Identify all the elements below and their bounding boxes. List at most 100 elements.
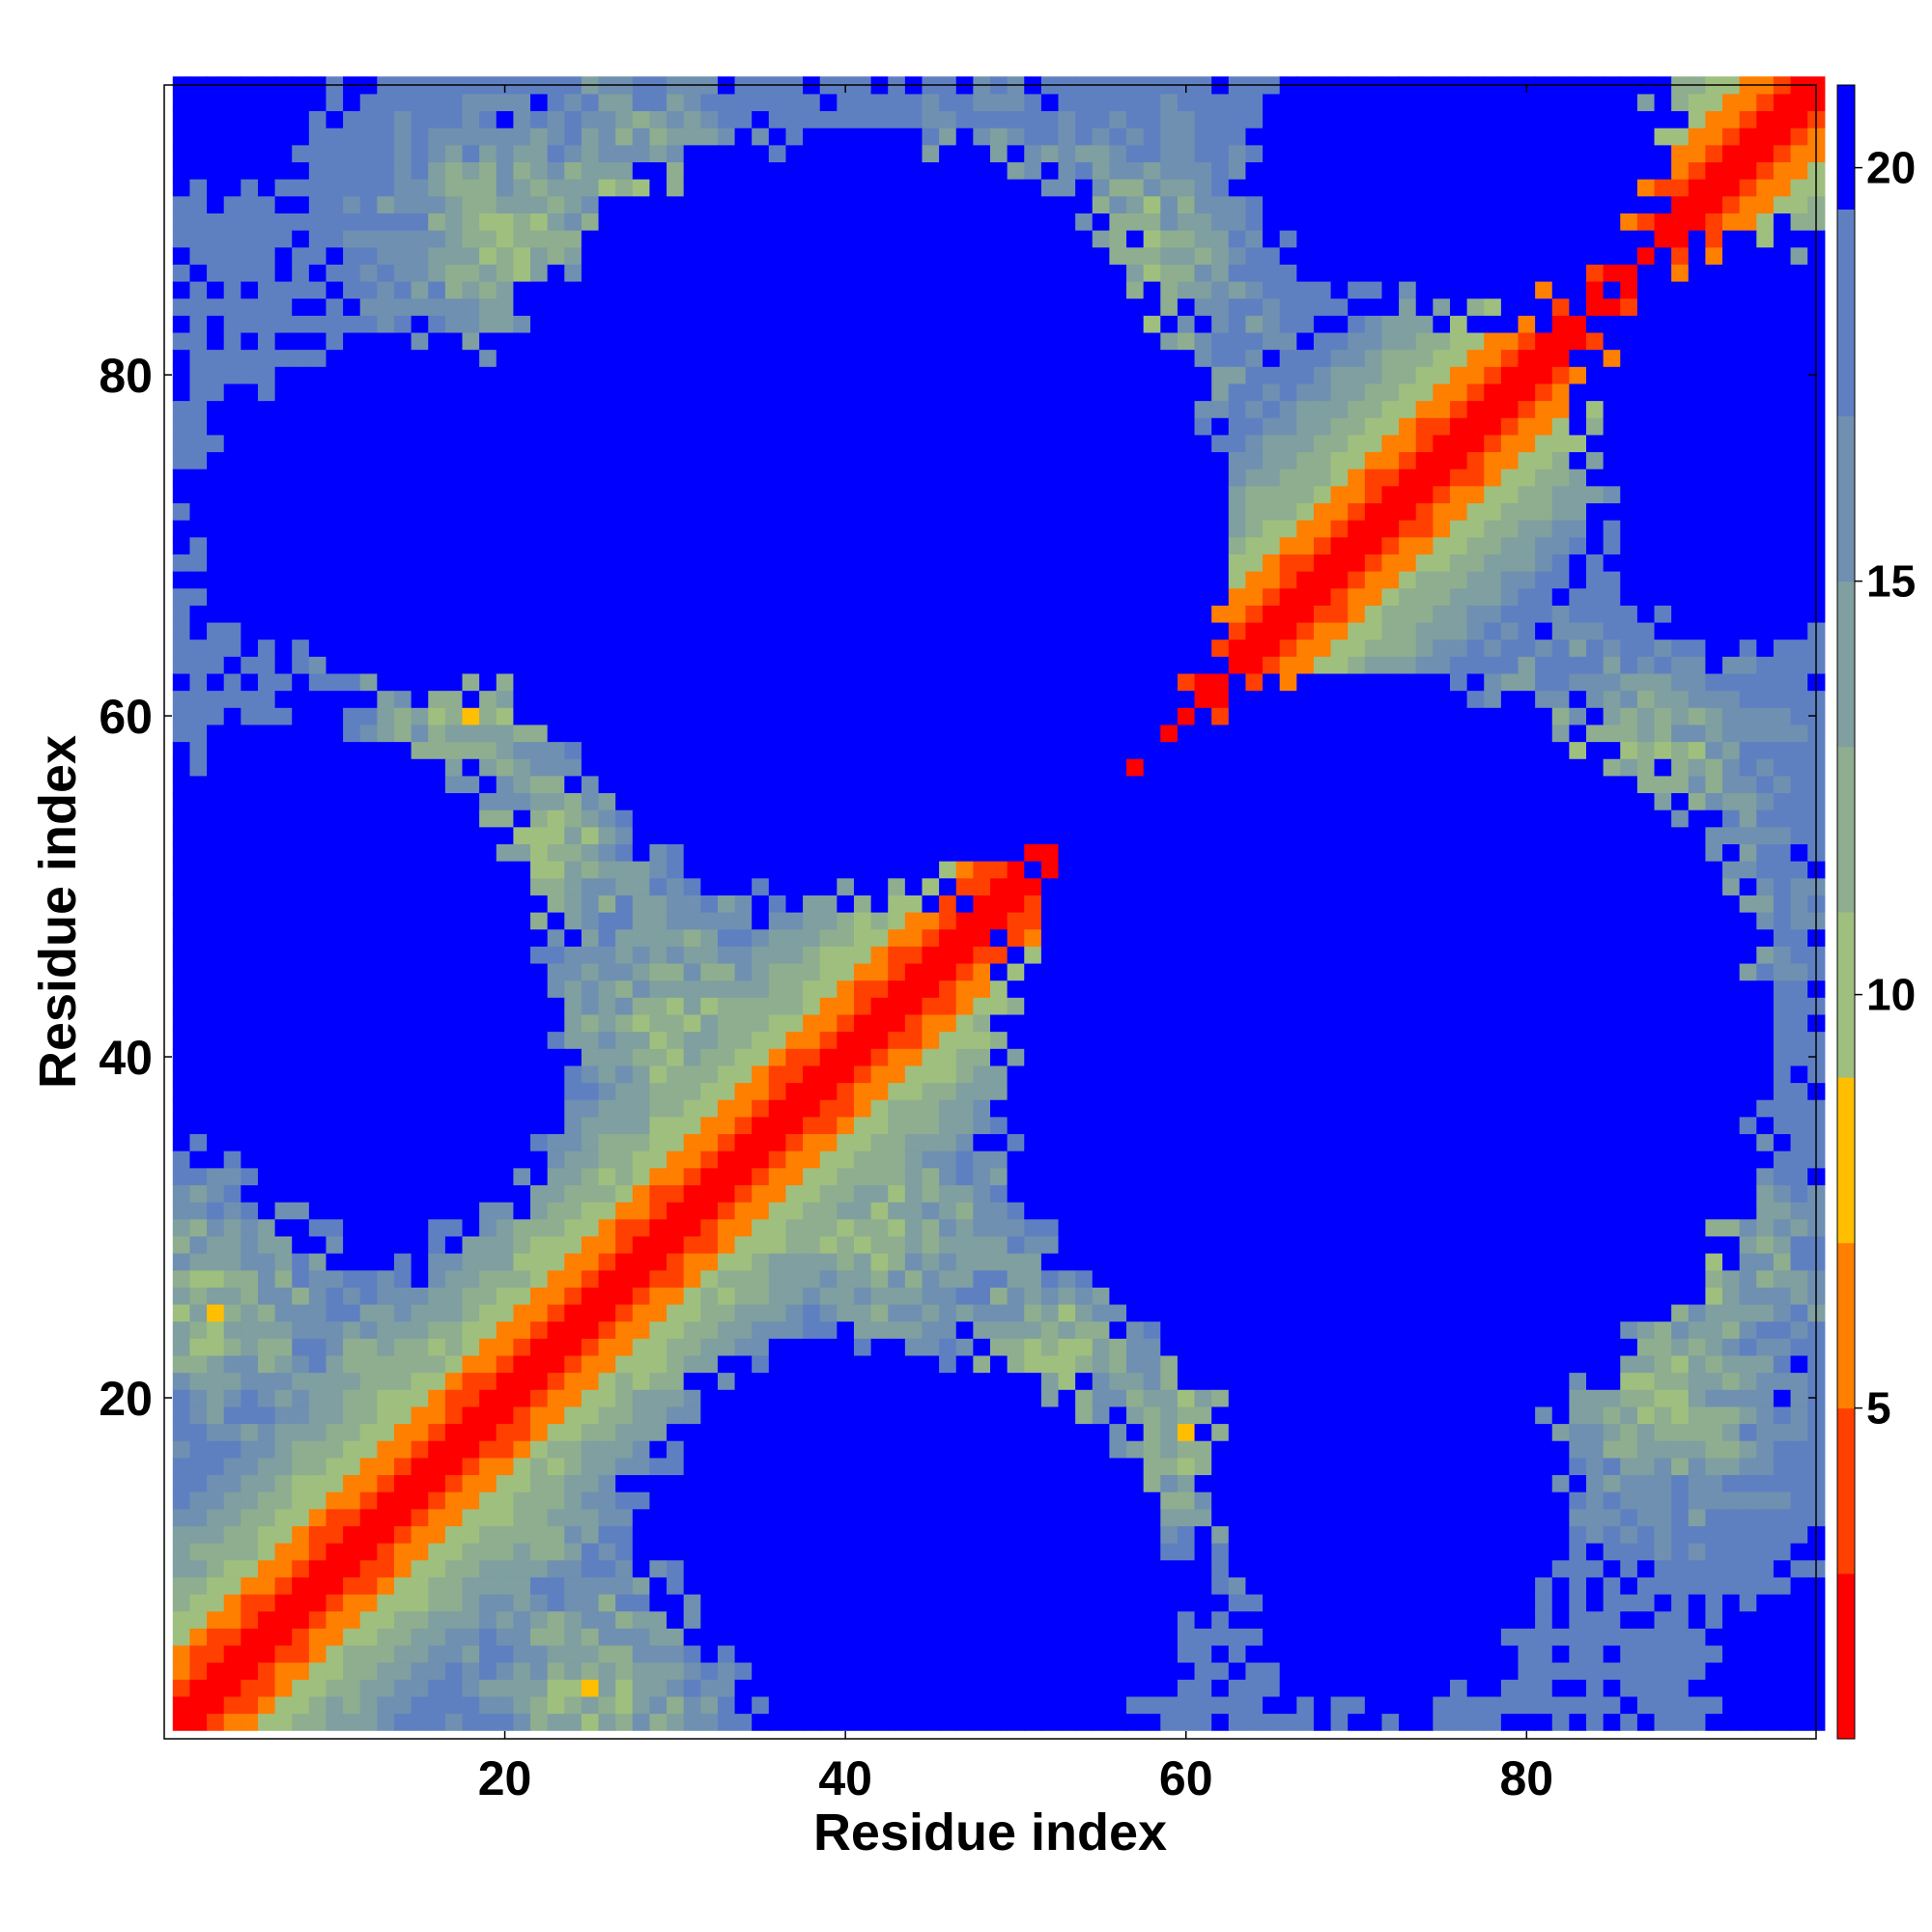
heatmap-cell — [547, 826, 565, 844]
heatmap-cell — [870, 1013, 889, 1033]
heatmap-cell — [172, 161, 191, 180]
heatmap-cell — [207, 877, 225, 895]
heatmap-cell — [564, 1321, 582, 1339]
heatmap-cell — [649, 861, 668, 879]
heatmap-cell — [496, 1252, 514, 1271]
heatmap-cell — [257, 758, 276, 777]
heatmap-cell — [547, 1236, 565, 1254]
heatmap-cell — [922, 1202, 940, 1220]
heatmap-cell — [837, 485, 855, 504]
heatmap-cell — [683, 520, 701, 538]
heatmap-cell — [444, 605, 464, 623]
heatmap-cell — [241, 928, 259, 947]
heatmap-cell — [241, 1338, 259, 1356]
heatmap-cell — [785, 1525, 804, 1544]
heatmap-cell — [649, 1082, 668, 1100]
heatmap-cell — [752, 946, 770, 964]
heatmap-cell — [819, 400, 838, 418]
heatmap-cell — [223, 656, 242, 674]
heatmap-cell — [274, 161, 293, 180]
heatmap-cell — [292, 1406, 310, 1425]
heatmap-cell — [1040, 1525, 1060, 1544]
heatmap-cell — [172, 1457, 191, 1476]
heatmap-cell — [189, 1713, 208, 1731]
heatmap-cell — [904, 128, 923, 146]
heatmap-cell — [513, 315, 531, 333]
heatmap-cell — [888, 1099, 906, 1118]
heatmap-cell — [547, 400, 565, 418]
heatmap-cell — [667, 161, 685, 180]
heatmap-cell — [513, 1508, 531, 1526]
heatmap-cell — [292, 1423, 310, 1441]
heatmap-cell — [257, 179, 276, 197]
heatmap-cell — [752, 554, 770, 572]
heatmap-cell — [393, 1440, 412, 1459]
heatmap-cell — [734, 1151, 753, 1169]
heatmap-cell — [207, 1423, 225, 1441]
heatmap-cell — [564, 672, 582, 692]
heatmap-cell — [428, 1628, 446, 1646]
heatmap-cell — [853, 400, 872, 418]
heatmap-cell — [768, 451, 787, 469]
heatmap-cell — [785, 1167, 804, 1185]
heatmap-cell — [734, 656, 753, 674]
heatmap-cell — [615, 980, 634, 998]
heatmap-cell — [257, 1389, 276, 1407]
heatmap-cell — [922, 1695, 940, 1715]
heatmap-cell — [990, 417, 1009, 436]
heatmap-cell — [496, 1133, 514, 1151]
heatmap-cell — [564, 1492, 582, 1510]
heatmap-cell — [598, 1644, 616, 1663]
heatmap-cell — [598, 144, 616, 163]
heatmap-cell — [734, 179, 753, 197]
heatmap-cell — [717, 434, 736, 453]
heatmap-cell — [1024, 1338, 1042, 1356]
heatmap-cell — [819, 946, 838, 964]
heatmap-cell — [973, 1389, 991, 1407]
heatmap-cell — [955, 1372, 974, 1390]
heatmap-cell — [377, 230, 395, 248]
heatmap-cell — [581, 1269, 600, 1288]
heatmap-cell — [513, 246, 531, 265]
heatmap-cell — [870, 366, 889, 384]
heatmap-cell — [939, 912, 957, 930]
heatmap-cell — [343, 195, 361, 213]
heatmap-cell — [837, 315, 855, 333]
heatmap-cell — [496, 400, 514, 418]
heatmap-cell — [888, 1252, 906, 1271]
heatmap-cell — [990, 672, 1009, 692]
heatmap-cell — [904, 230, 923, 248]
heatmap-cell — [207, 536, 225, 554]
heatmap-cell — [496, 1543, 514, 1561]
heatmap-cell — [377, 93, 395, 112]
heatmap-cell — [837, 1321, 855, 1339]
heatmap-cell — [343, 1065, 361, 1084]
heatmap-cell — [717, 1202, 736, 1220]
heatmap-cell — [241, 895, 259, 913]
heatmap-cell — [990, 161, 1009, 180]
heatmap-cell — [1040, 1389, 1060, 1407]
heatmap-cell — [547, 1167, 565, 1185]
heatmap-cell — [411, 366, 429, 384]
heatmap-cell — [955, 1133, 974, 1151]
heatmap-cell — [973, 1338, 991, 1356]
heatmap-cell — [853, 1048, 872, 1066]
heatmap-cell — [530, 1610, 549, 1629]
heatmap-cell — [343, 434, 361, 453]
heatmap-cell — [904, 554, 923, 572]
heatmap-cell — [819, 895, 838, 913]
heatmap-cell — [955, 758, 974, 777]
heatmap-cell — [308, 1184, 327, 1203]
heatmap-cell — [1007, 1099, 1025, 1118]
heatmap-cell — [1040, 1577, 1060, 1595]
heatmap-cell — [700, 1167, 719, 1185]
heatmap-cell — [257, 1525, 276, 1544]
heatmap-cell — [1040, 1065, 1060, 1084]
heatmap-cell — [904, 1508, 923, 1526]
heatmap-cell — [819, 1610, 838, 1629]
heatmap-cell — [393, 1508, 412, 1526]
heatmap-cell — [547, 1423, 565, 1441]
heatmap-cell — [853, 246, 872, 265]
heatmap-cell — [172, 1184, 191, 1203]
heatmap-cell — [223, 1577, 242, 1595]
